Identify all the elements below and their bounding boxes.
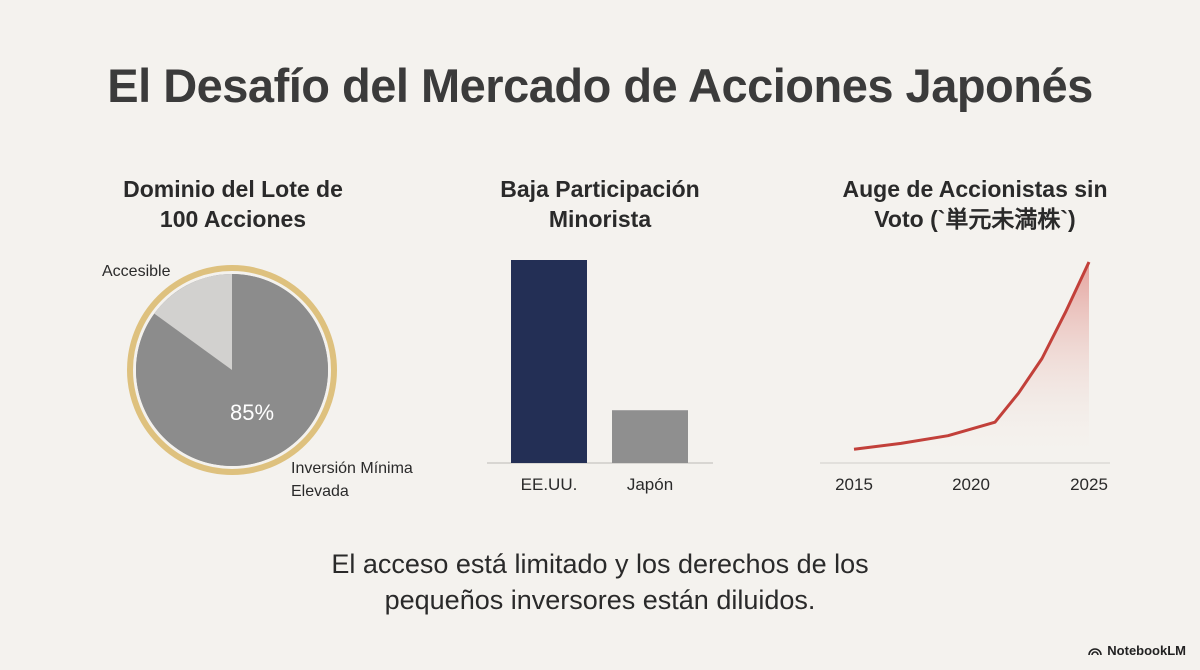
line-title-line-2: Voto (`単元未満株`)	[874, 206, 1076, 232]
line-title-line-1: Auge de Accionistas sin	[842, 176, 1108, 202]
bar-title-line-1: Baja Participación	[500, 176, 700, 202]
pie-label-high-line-1: Inversión Mínima	[291, 460, 413, 477]
brand-name: NotebookLM	[1107, 643, 1186, 658]
pie-ring	[127, 265, 337, 475]
bar-label-us: EE.UU.	[521, 475, 578, 494]
notebooklm-logo-icon	[1088, 647, 1103, 655]
line-area-fill	[854, 262, 1089, 463]
x-tick-2025: 2025	[1070, 475, 1108, 494]
bar-chart-title: Baja Participación Minorista	[450, 174, 750, 234]
x-tick-2015: 2015	[835, 475, 873, 494]
bar-japan	[612, 410, 688, 463]
brand-watermark: NotebookLM	[1088, 643, 1186, 658]
pie-slice-accessible	[154, 274, 232, 370]
x-tick-2020: 2020	[952, 475, 990, 494]
pie-chart-title: Dominio del Lote de 100 Acciones	[83, 174, 383, 234]
pie-percent-label: 85%	[230, 400, 274, 425]
caption-line-1: El acceso está limitado y los derechos d…	[331, 549, 869, 579]
caption-line-2: pequeños inversores están diluidos.	[384, 585, 816, 615]
caption: El acceso está limitado y los derechos d…	[0, 546, 1200, 618]
bar-us	[511, 260, 587, 463]
pie-label-high-line-2: Elevada	[291, 483, 349, 500]
line-series	[853, 261, 1091, 451]
pie-title-line-1: Dominio del Lote de	[123, 176, 343, 202]
pie-title-line-2: 100 Acciones	[159, 206, 307, 232]
bar-label-japan: Japón	[627, 475, 673, 494]
line-chart-title: Auge de Accionistas sin Voto (`単元未満株`)	[810, 174, 1140, 234]
bar-title-line-2: Minorista	[548, 206, 652, 232]
page-title: El Desafío del Mercado de Acciones Japon…	[107, 59, 1093, 112]
pie-label-accessible: Accesible	[102, 263, 171, 280]
